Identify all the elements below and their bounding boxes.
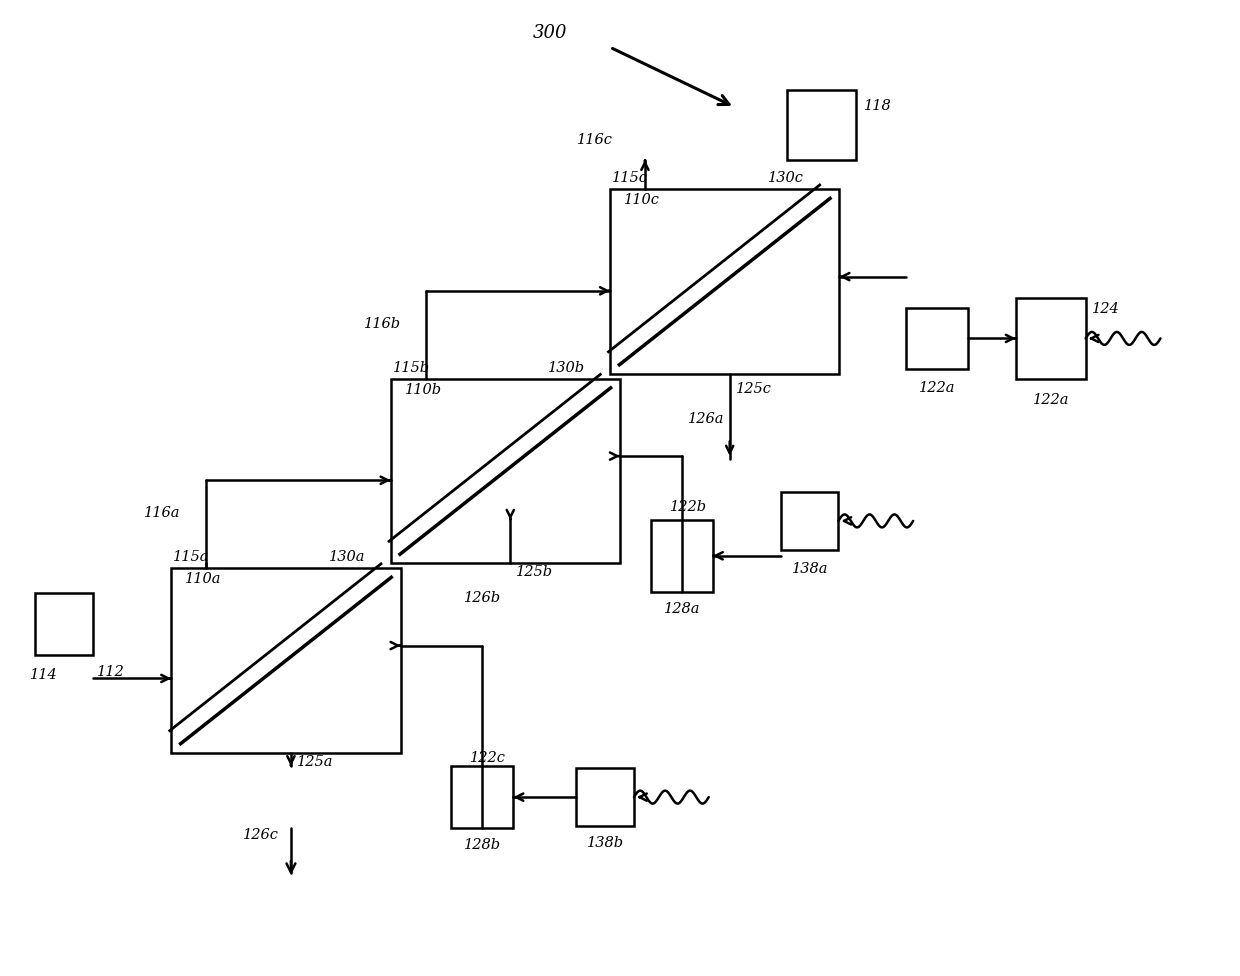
Text: 114: 114: [30, 669, 57, 682]
Text: 115a: 115a: [174, 550, 210, 564]
Bar: [906, 307, 968, 369]
Bar: [391, 379, 620, 563]
Text: 116c: 116c: [577, 134, 613, 147]
Text: 115c: 115c: [613, 172, 649, 185]
Text: 110c: 110c: [624, 193, 660, 207]
Text: 124: 124: [1091, 303, 1120, 316]
Bar: [171, 568, 401, 752]
Text: 110b: 110b: [404, 383, 441, 397]
Bar: [780, 492, 838, 549]
Text: 130b: 130b: [548, 361, 585, 375]
Text: 118: 118: [864, 100, 892, 113]
Text: 122c: 122c: [470, 752, 506, 765]
Bar: [577, 768, 634, 826]
Text: 126b: 126b: [465, 591, 501, 605]
Text: 128b: 128b: [465, 838, 501, 852]
Text: 138b: 138b: [587, 836, 624, 850]
Text: 125a: 125a: [296, 754, 334, 769]
Text: 122a: 122a: [1033, 393, 1069, 407]
Text: 138a: 138a: [791, 562, 828, 576]
Text: 130c: 130c: [768, 172, 804, 185]
Bar: [610, 189, 839, 374]
Text: 126c: 126c: [243, 828, 279, 842]
Bar: [651, 520, 713, 591]
Text: 110a: 110a: [185, 572, 222, 587]
Text: 300: 300: [533, 24, 568, 42]
Bar: [35, 592, 93, 655]
Text: 125b: 125b: [516, 565, 553, 579]
Text: 130a: 130a: [329, 550, 366, 564]
Text: 112: 112: [97, 666, 124, 679]
Text: 126a: 126a: [688, 412, 724, 426]
Bar: [786, 90, 857, 160]
Text: 116b: 116b: [363, 317, 401, 331]
Text: 116a: 116a: [144, 507, 181, 520]
Text: 128a: 128a: [663, 601, 701, 616]
Text: 125c: 125c: [735, 382, 771, 395]
Bar: [451, 766, 513, 828]
Text: 115b: 115b: [393, 361, 430, 375]
Text: 122a: 122a: [919, 382, 956, 395]
Bar: [1016, 298, 1086, 380]
Text: 122b: 122b: [670, 500, 707, 514]
